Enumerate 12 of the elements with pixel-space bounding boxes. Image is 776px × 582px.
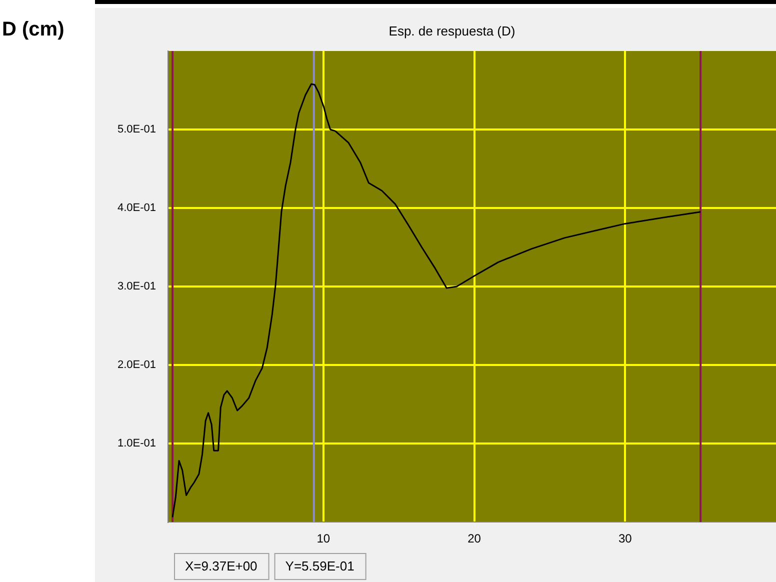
text: X=9.37E+00 — [185, 558, 258, 574]
y-tick-label: 2.0E-01 — [117, 359, 156, 372]
chart-title: Esp. de respuesta (D) — [388, 24, 516, 39]
y-tick-label: 5.0E-01 — [117, 124, 156, 136]
text: Y=5.59E-01 — [285, 558, 354, 574]
x-tick-label: 30 — [618, 532, 632, 546]
x-tick-label: 10 — [316, 532, 330, 546]
y-tick-label: 4.0E-01 — [117, 202, 156, 214]
y-tick-label: 1.0E-01 — [117, 438, 156, 450]
x-tick-label: 20 — [468, 532, 482, 546]
y-axis-title: D (cm) — [2, 18, 64, 41]
y-tick-label: 3.0E-01 — [117, 280, 156, 293]
